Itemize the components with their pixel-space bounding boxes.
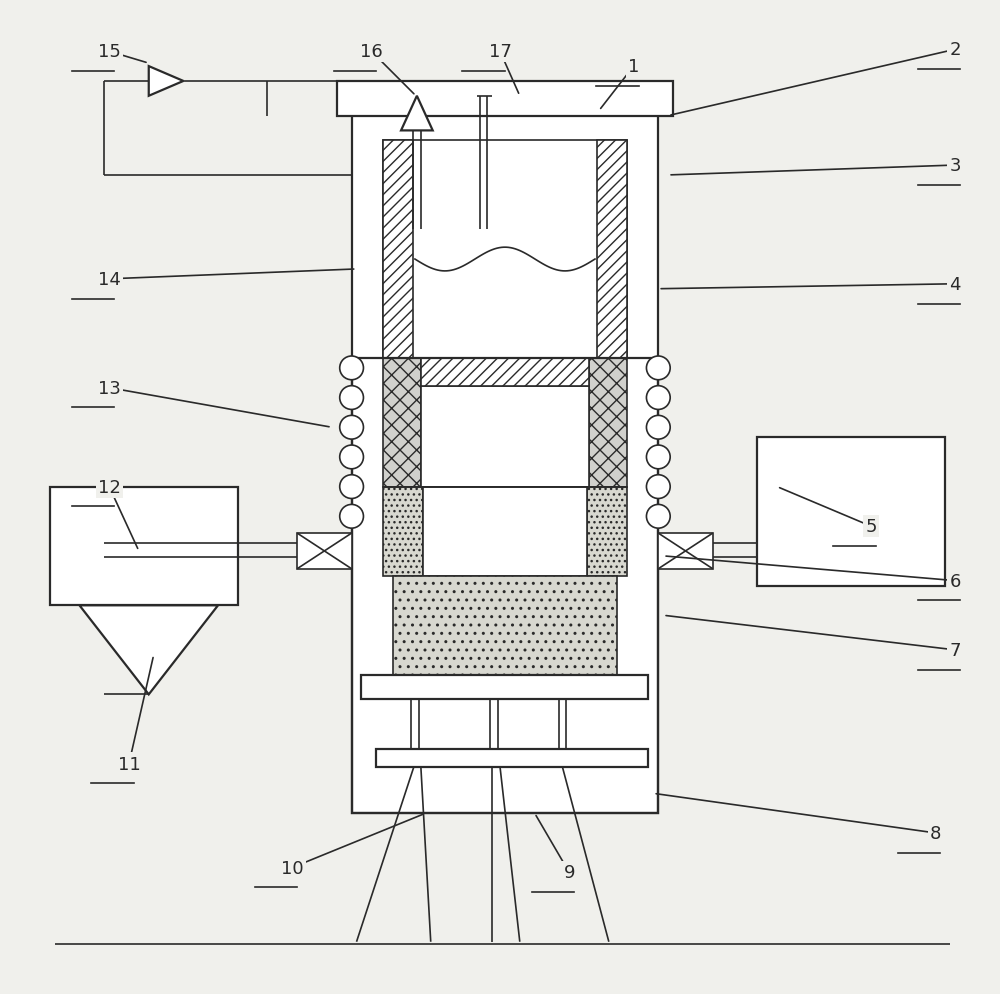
Text: 7: 7 <box>949 641 961 659</box>
Text: 6: 6 <box>949 572 961 590</box>
Bar <box>383 141 627 359</box>
Ellipse shape <box>646 445 670 469</box>
Text: 14: 14 <box>98 270 121 288</box>
Text: 16: 16 <box>360 43 383 62</box>
Ellipse shape <box>340 505 363 529</box>
Bar <box>383 487 423 577</box>
Text: 3: 3 <box>949 157 961 175</box>
Bar <box>587 487 627 577</box>
Bar <box>421 387 589 487</box>
Ellipse shape <box>646 387 670 410</box>
Ellipse shape <box>340 415 363 439</box>
Ellipse shape <box>340 357 363 381</box>
Text: 12: 12 <box>98 478 121 496</box>
Text: 8: 8 <box>930 824 941 842</box>
Bar <box>393 577 617 675</box>
Bar <box>589 359 627 487</box>
Bar <box>376 749 648 766</box>
Ellipse shape <box>340 445 363 469</box>
Bar <box>658 534 713 570</box>
Ellipse shape <box>340 475 363 499</box>
Bar <box>421 359 589 387</box>
Bar <box>383 141 413 359</box>
Bar <box>423 487 587 577</box>
Ellipse shape <box>646 475 670 499</box>
Text: 11: 11 <box>118 754 140 773</box>
Bar <box>597 141 627 359</box>
Ellipse shape <box>646 505 670 529</box>
Bar <box>352 91 658 813</box>
Ellipse shape <box>340 387 363 410</box>
Bar <box>757 437 945 585</box>
Text: 10: 10 <box>281 859 304 877</box>
Text: 17: 17 <box>489 43 511 62</box>
Bar <box>383 359 421 487</box>
Ellipse shape <box>646 415 670 439</box>
Bar <box>361 675 648 700</box>
Bar <box>50 487 238 605</box>
Text: 2: 2 <box>949 41 961 60</box>
Polygon shape <box>401 96 433 131</box>
Ellipse shape <box>646 357 670 381</box>
Bar <box>337 82 673 116</box>
Bar <box>297 534 352 570</box>
Polygon shape <box>79 605 218 695</box>
Text: 13: 13 <box>98 380 121 398</box>
Text: 5: 5 <box>865 518 877 536</box>
Text: 4: 4 <box>949 275 961 293</box>
Polygon shape <box>149 67 183 96</box>
Bar <box>352 359 658 813</box>
Text: 15: 15 <box>98 43 121 62</box>
Text: 1: 1 <box>628 58 639 76</box>
Text: 9: 9 <box>564 864 575 882</box>
